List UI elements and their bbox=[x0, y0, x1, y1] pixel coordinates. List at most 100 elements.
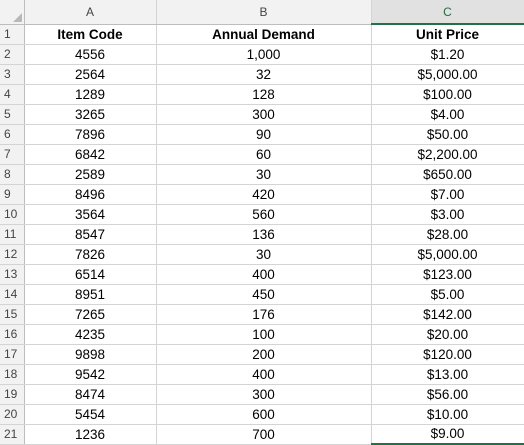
row-header[interactable]: 14 bbox=[0, 284, 25, 305]
cell-a[interactable]: 8496 bbox=[24, 184, 157, 205]
cell-c[interactable]: $123.00 bbox=[371, 264, 524, 285]
cell-b[interactable]: 90 bbox=[156, 124, 372, 145]
table-row: 20 5454 600 $10.00 bbox=[0, 404, 524, 425]
cell-b[interactable]: 30 bbox=[156, 244, 372, 265]
row-header[interactable]: 7 bbox=[0, 144, 25, 165]
cell-b[interactable]: 30 bbox=[156, 164, 372, 185]
cell-a[interactable]: 1289 bbox=[24, 84, 157, 105]
cell-c[interactable]: $100.00 bbox=[371, 84, 524, 105]
cell-c[interactable]: $9.00 bbox=[371, 424, 524, 445]
cell-a[interactable]: 9898 bbox=[24, 344, 157, 365]
cell-a[interactable]: 2589 bbox=[24, 164, 157, 185]
cell-b[interactable]: 700 bbox=[156, 424, 372, 445]
cell-c[interactable]: $20.00 bbox=[371, 324, 524, 345]
row-header[interactable]: 21 bbox=[0, 424, 25, 445]
cell-c[interactable]: $1.20 bbox=[371, 44, 524, 65]
cell-b[interactable]: 300 bbox=[156, 104, 372, 125]
cell-b[interactable]: 1,000 bbox=[156, 44, 372, 65]
select-all-corner[interactable] bbox=[0, 0, 25, 25]
table-row: 19 8474 300 $56.00 bbox=[0, 384, 524, 405]
cell-a[interactable]: 2564 bbox=[24, 64, 157, 85]
table-row: 21 1236 700 $9.00 bbox=[0, 424, 524, 445]
row-header[interactable]: 13 bbox=[0, 264, 25, 285]
cell-a[interactable]: 5454 bbox=[24, 404, 157, 425]
select-all-triangle-icon bbox=[12, 12, 22, 22]
cell-b[interactable]: 560 bbox=[156, 204, 372, 225]
row-header[interactable]: 3 bbox=[0, 64, 25, 85]
cell-b[interactable]: 60 bbox=[156, 144, 372, 165]
column-label-cell-a[interactable]: Item Code bbox=[24, 24, 157, 45]
cell-a[interactable]: 3564 bbox=[24, 204, 157, 225]
row-header[interactable]: 12 bbox=[0, 244, 25, 265]
cell-a[interactable]: 8951 bbox=[24, 284, 157, 305]
cell-c[interactable]: $3.00 bbox=[371, 204, 524, 225]
row-header[interactable]: 8 bbox=[0, 164, 25, 185]
row-header[interactable]: 2 bbox=[0, 44, 25, 65]
cell-a[interactable]: 7826 bbox=[24, 244, 157, 265]
cell-b[interactable]: 420 bbox=[156, 184, 372, 205]
cell-b[interactable]: 600 bbox=[156, 404, 372, 425]
column-label-cell-b[interactable]: Annual Demand bbox=[156, 24, 372, 45]
row-header[interactable]: 17 bbox=[0, 344, 25, 365]
cell-b[interactable]: 176 bbox=[156, 304, 372, 325]
cell-a[interactable]: 8547 bbox=[24, 224, 157, 245]
row-header[interactable]: 15 bbox=[0, 304, 25, 325]
cell-a[interactable]: 3265 bbox=[24, 104, 157, 125]
cell-a[interactable]: 1236 bbox=[24, 424, 157, 445]
cell-b[interactable]: 300 bbox=[156, 384, 372, 405]
row-header[interactable]: 1 bbox=[0, 24, 25, 45]
cell-c[interactable]: $28.00 bbox=[371, 224, 524, 245]
table-row: 2 4556 1,000 $1.20 bbox=[0, 44, 524, 65]
cell-c[interactable]: $56.00 bbox=[371, 384, 524, 405]
table-row: 17 9898 200 $120.00 bbox=[0, 344, 524, 365]
column-header-b[interactable]: B bbox=[156, 0, 372, 25]
row-header[interactable]: 6 bbox=[0, 124, 25, 145]
cell-c[interactable]: $5.00 bbox=[371, 284, 524, 305]
cell-c[interactable]: $10.00 bbox=[371, 404, 524, 425]
cell-a[interactable]: 9542 bbox=[24, 364, 157, 385]
cell-b[interactable]: 32 bbox=[156, 64, 372, 85]
cell-c[interactable]: $5,000.00 bbox=[371, 244, 524, 265]
cell-c[interactable]: $5,000.00 bbox=[371, 64, 524, 85]
row-header[interactable]: 20 bbox=[0, 404, 25, 425]
cell-a[interactable]: 4556 bbox=[24, 44, 157, 65]
column-header-row: A B C bbox=[0, 0, 524, 25]
cell-a[interactable]: 6842 bbox=[24, 144, 157, 165]
cell-c[interactable]: $142.00 bbox=[371, 304, 524, 325]
cell-c[interactable]: $13.00 bbox=[371, 364, 524, 385]
cell-a[interactable]: 7896 bbox=[24, 124, 157, 145]
cell-b[interactable]: 450 bbox=[156, 284, 372, 305]
row-header[interactable]: 19 bbox=[0, 384, 25, 405]
cell-b[interactable]: 128 bbox=[156, 84, 372, 105]
cell-b[interactable]: 100 bbox=[156, 324, 372, 345]
row-header[interactable]: 16 bbox=[0, 324, 25, 345]
row-header[interactable]: 10 bbox=[0, 204, 25, 225]
column-header-a[interactable]: A bbox=[24, 0, 157, 25]
cell-c[interactable]: $50.00 bbox=[371, 124, 524, 145]
cell-c[interactable]: $120.00 bbox=[371, 344, 524, 365]
cell-b[interactable]: 400 bbox=[156, 264, 372, 285]
row-header[interactable]: 11 bbox=[0, 224, 25, 245]
row-header[interactable]: 5 bbox=[0, 104, 25, 125]
cell-c[interactable]: $7.00 bbox=[371, 184, 524, 205]
cell-b[interactable]: 200 bbox=[156, 344, 372, 365]
cell-a[interactable]: 6514 bbox=[24, 264, 157, 285]
cell-a[interactable]: 8474 bbox=[24, 384, 157, 405]
column-label-cell-c[interactable]: Unit Price bbox=[371, 24, 524, 45]
cell-b[interactable]: 136 bbox=[156, 224, 372, 245]
cell-b[interactable]: 400 bbox=[156, 364, 372, 385]
cell-a[interactable]: 7265 bbox=[24, 304, 157, 325]
table-row: 5 3265 300 $4.00 bbox=[0, 104, 524, 125]
cell-c[interactable]: $2,200.00 bbox=[371, 144, 524, 165]
row-header[interactable]: 4 bbox=[0, 84, 25, 105]
cell-c[interactable]: $650.00 bbox=[371, 164, 524, 185]
column-header-c[interactable]: C bbox=[371, 0, 524, 25]
table-row: 18 9542 400 $13.00 bbox=[0, 364, 524, 385]
cell-a[interactable]: 4235 bbox=[24, 324, 157, 345]
table-row: 4 1289 128 $100.00 bbox=[0, 84, 524, 105]
row-header[interactable]: 9 bbox=[0, 184, 25, 205]
row-header[interactable]: 18 bbox=[0, 364, 25, 385]
cell-c[interactable]: $4.00 bbox=[371, 104, 524, 125]
table-row: 7 6842 60 $2,200.00 bbox=[0, 144, 524, 165]
